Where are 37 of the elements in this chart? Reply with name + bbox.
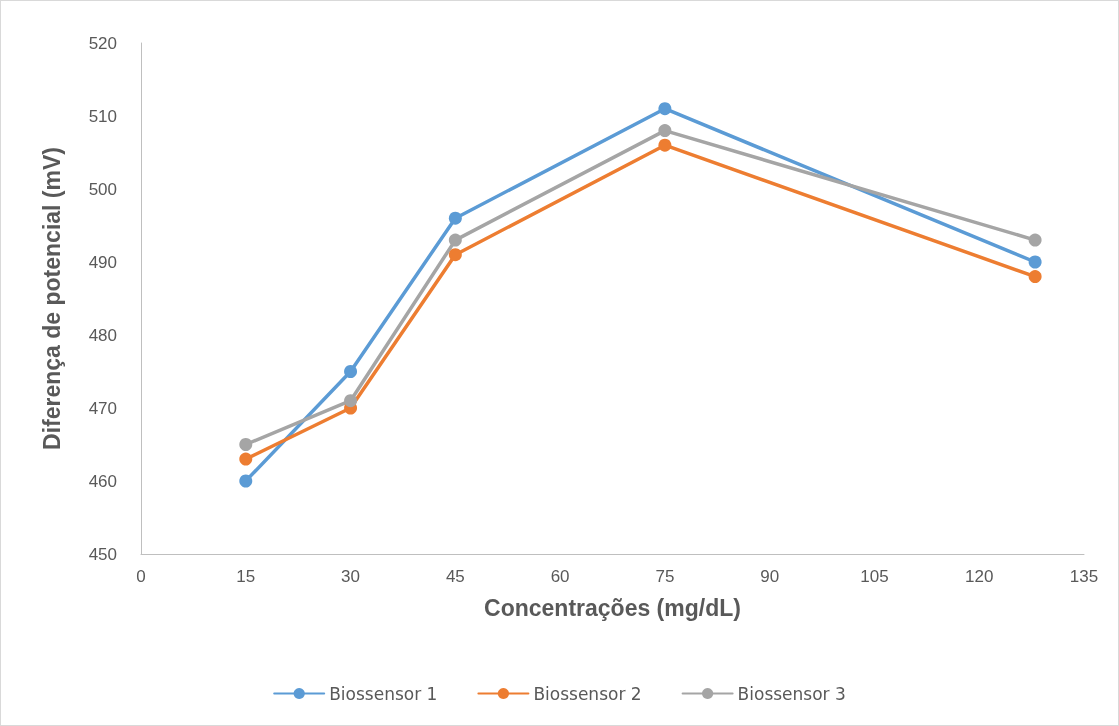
x-tick-label: 75 xyxy=(655,567,675,586)
legend-label: Biossensor 3 xyxy=(737,683,846,704)
x-axis-title: Concentrações (mg/dL) xyxy=(484,594,741,621)
point xyxy=(1028,270,1042,284)
point xyxy=(448,211,462,225)
point xyxy=(1028,255,1042,269)
point xyxy=(658,102,672,116)
legend-label: Biossensor 2 xyxy=(533,683,642,704)
y-tick-label: 470 xyxy=(88,398,117,418)
y-tick-label: 510 xyxy=(88,106,117,126)
point xyxy=(239,452,253,466)
y-tick-label: 490 xyxy=(88,252,117,272)
x-tick-label: 30 xyxy=(341,567,361,586)
point xyxy=(658,124,672,138)
x-tick-label: 90 xyxy=(760,567,780,586)
x-tick-label: 0 xyxy=(136,567,146,586)
point xyxy=(448,233,462,247)
point xyxy=(239,438,253,451)
point xyxy=(448,248,462,262)
x-tick-label: 60 xyxy=(550,567,570,586)
point xyxy=(1028,233,1042,247)
x-tick-label: 15 xyxy=(236,567,256,586)
y-tick-label: 500 xyxy=(88,179,117,199)
point xyxy=(344,394,358,408)
point xyxy=(658,138,672,152)
y-axis-title: Diferença de potencial (mV) xyxy=(38,147,65,450)
y-tick-label: 520 xyxy=(88,33,117,53)
x-tick-label: 135 xyxy=(1069,567,1099,586)
point xyxy=(344,365,358,378)
point xyxy=(239,474,253,488)
x-tick-label: 120 xyxy=(965,567,994,586)
x-tick-label: 105 xyxy=(860,567,889,586)
y-tick-label: 480 xyxy=(88,325,117,345)
legend-label: Biossensor 1 xyxy=(329,683,438,704)
y-tick-label: 450 xyxy=(88,544,117,564)
x-tick-label: 45 xyxy=(445,567,465,586)
y-tick-label: 460 xyxy=(88,471,117,491)
